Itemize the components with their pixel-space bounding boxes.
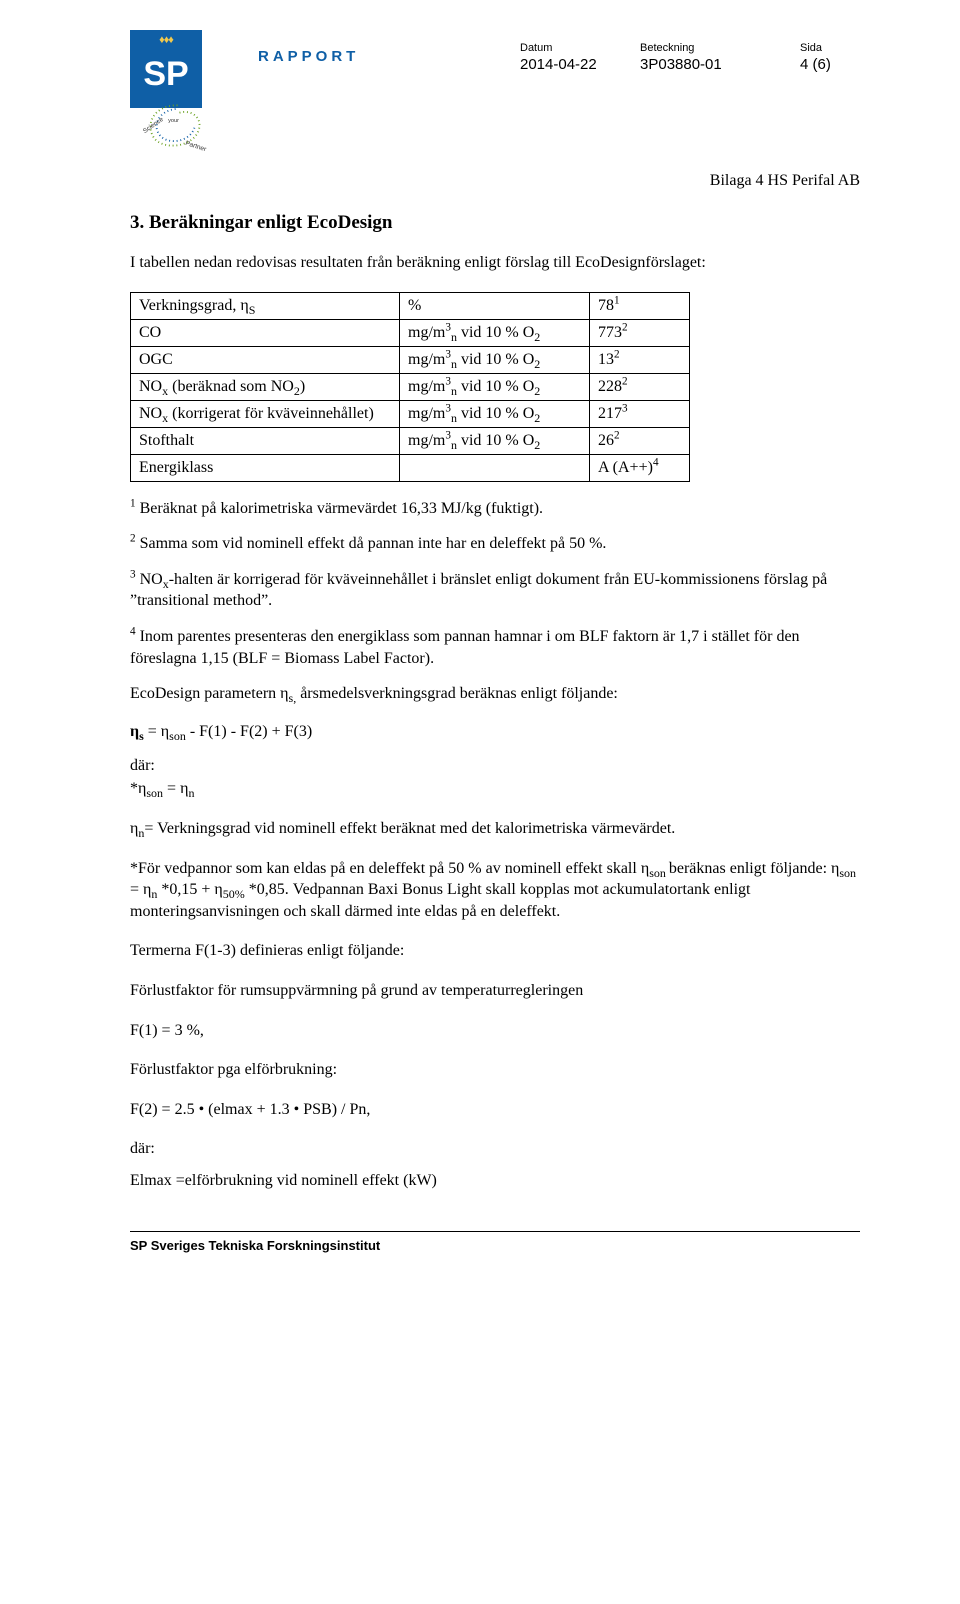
sp-logo-text: SP (143, 55, 188, 94)
where-eq-1: *ηson = ηn (130, 778, 860, 800)
calc-intro: EcoDesign parametern ηs, årsmedelsverkni… (130, 683, 860, 705)
table-cell-label: OGC (131, 346, 400, 373)
meta-value-sida: 4 (6) (800, 56, 860, 73)
sp-logo: ♦♦♦ SP your Science Partner (130, 30, 250, 150)
meta-label-datum: Datum (520, 42, 640, 54)
table-cell-value: 7732 (590, 319, 690, 346)
meta-value-beteckning: 3P03880-01 (640, 56, 800, 73)
table-cell-label: Energiklass (131, 454, 400, 481)
table-cell-value: 262 (590, 427, 690, 454)
f2-label: Förlustfaktor pga elförbrukning: (130, 1059, 860, 1081)
table-cell-value: 2173 (590, 400, 690, 427)
vedpannor-note: *För vedpannor som kan eldas på en delef… (130, 858, 860, 923)
terms-intro: Termerna F(1-3) definieras enligt följan… (130, 940, 860, 962)
where-label-1: där: (130, 755, 860, 777)
table-cell-label: CO (131, 319, 400, 346)
section-title: 3. Beräkningar enligt EcoDesign (130, 212, 860, 234)
table-row: COmg/m3n vid 10 % O27732 (131, 319, 690, 346)
table-cell-unit (400, 454, 590, 481)
table-cell-unit: mg/m3n vid 10 % O2 (400, 400, 590, 427)
table-row: Stofthaltmg/m3n vid 10 % O2262 (131, 427, 690, 454)
header: ♦♦♦ SP your Science Partner RAPPORT Datu… (130, 30, 860, 150)
table-cell-unit: mg/m3n vid 10 % O2 (400, 427, 590, 454)
footnote-4: 4 Inom parentes presenteras den energikl… (130, 626, 860, 669)
table-cell-unit: % (400, 292, 590, 319)
footnote-3: 3 NOx-halten är korrigerad för kväveinne… (130, 569, 860, 612)
table-cell-value: A (A++)4 (590, 454, 690, 481)
table-cell-value: 781 (590, 292, 690, 319)
table-row: OGCmg/m3n vid 10 % O2132 (131, 346, 690, 373)
table-cell-label: Stofthalt (131, 427, 400, 454)
table-row: Energiklass A (A++)4 (131, 454, 690, 481)
table-cell-unit: mg/m3n vid 10 % O2 (400, 373, 590, 400)
table-row: Verkningsgrad, ηS%781 (131, 292, 690, 319)
header-meta: Datum Beteckning Sida 2014-04-22 3P03880… (520, 42, 860, 73)
footnotes: 1 Beräknat på kalorimetriska värmevärdet… (130, 498, 860, 670)
table-row: NOx (korrigerat för kväveinnehållet)mg/m… (131, 400, 690, 427)
science-partner-swirl-icon: your Science Partner (140, 94, 215, 154)
rapport-label: RAPPORT (258, 48, 398, 65)
meta-value-datum: 2014-04-22 (520, 56, 640, 73)
meta-label-sida: Sida (800, 42, 860, 54)
table-row: NOx (beräknad som NO2)mg/m3n vid 10 % O2… (131, 373, 690, 400)
footnote-2: 2 Samma som vid nominell effekt då panna… (130, 533, 860, 555)
f2-value: F(2) = 2.5 • (elmax + 1.3 • PSB) / Pn, (130, 1099, 860, 1121)
svg-text:Science: Science (142, 116, 165, 135)
table-cell-label: NOx (beräknad som NO2) (131, 373, 400, 400)
page: ♦♦♦ SP your Science Partner RAPPORT Datu… (0, 0, 960, 1293)
table-cell-value: 132 (590, 346, 690, 373)
table-cell-unit: mg/m3n vid 10 % O2 (400, 346, 590, 373)
svg-text:Partner: Partner (184, 140, 207, 154)
results-table: Verkningsgrad, ηS%781COmg/m3n vid 10 % O… (130, 292, 690, 482)
bilaga-line: Bilaga 4 HS Perifal AB (130, 172, 860, 190)
f1-label: Förlustfaktor för rumsuppvärmning på gru… (130, 980, 860, 1002)
etan-def: ηn= Verkningsgrad vid nominell effekt be… (130, 818, 860, 840)
eq-etas: ηs = ηson - F(1) - F(2) + F(3) (130, 723, 860, 741)
table-cell-label: Verkningsgrad, ηS (131, 292, 400, 319)
footnote-1: 1 Beräknat på kalorimetriska värmevärdet… (130, 498, 860, 520)
elmax-def: Elmax =elförbrukning vid nominell effekt… (130, 1170, 860, 1192)
meta-labels: Datum Beteckning Sida (520, 42, 860, 54)
page-footer: SP Sveriges Tekniska Forskningsinstitut (130, 1231, 860, 1253)
section-intro: I tabellen nedan redovisas resultaten fr… (130, 252, 860, 274)
meta-label-beteckning: Beteckning (640, 42, 800, 54)
table-cell-label: NOx (korrigerat för kväveinnehållet) (131, 400, 400, 427)
crown-icon: ♦♦♦ (159, 34, 173, 46)
svg-text:your: your (168, 118, 179, 124)
table-cell-unit: mg/m3n vid 10 % O2 (400, 319, 590, 346)
table-cell-value: 2282 (590, 373, 690, 400)
f1-value: F(1) = 3 %, (130, 1020, 860, 1042)
where-label-2: där: (130, 1138, 860, 1160)
meta-values: 2014-04-22 3P03880-01 4 (6) (520, 56, 860, 73)
